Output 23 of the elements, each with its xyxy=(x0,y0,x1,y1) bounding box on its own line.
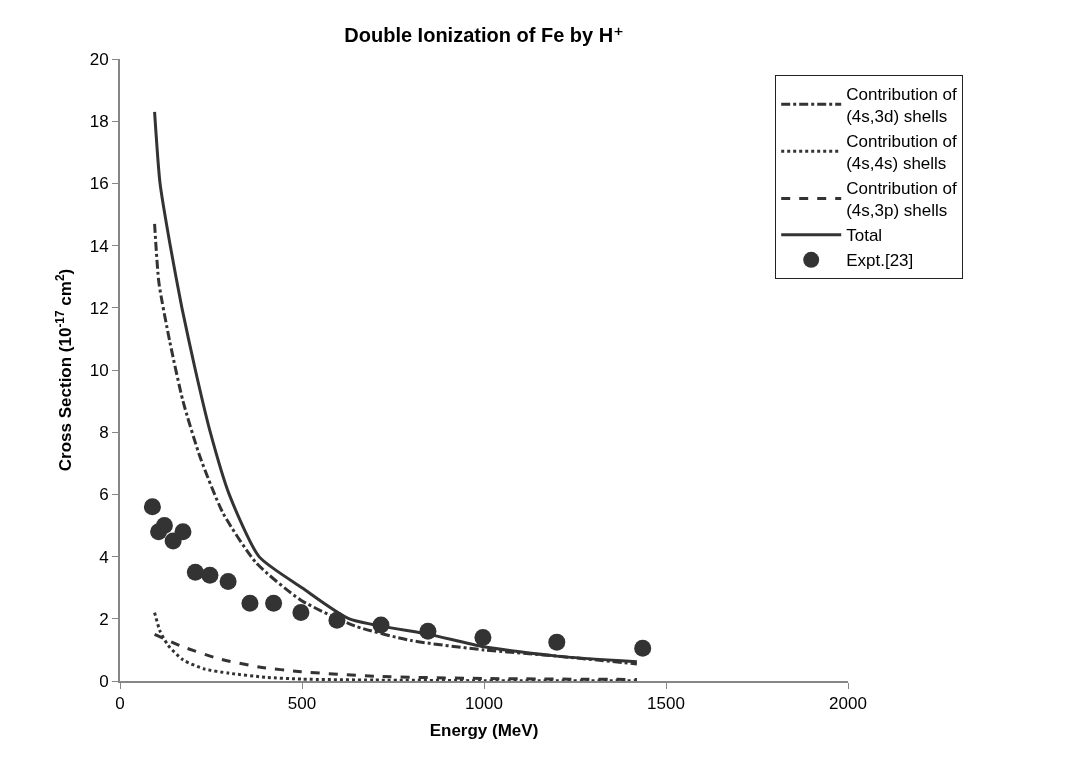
y-tick-label: 10 xyxy=(89,360,109,380)
y-tick-label: 18 xyxy=(89,112,109,132)
y-tick-label: 8 xyxy=(99,423,109,443)
x-tick-label: 1500 xyxy=(647,694,685,714)
y-tick-label: 4 xyxy=(99,547,109,567)
y-tick-label: 12 xyxy=(89,298,109,318)
chart-title: Double Ionization of Fe by H⁺ xyxy=(344,23,624,46)
x-axis-title: Energy (MeV) xyxy=(429,721,539,741)
legend-label: Contribution of (4s,4s) shells xyxy=(846,131,958,174)
y-tick-label: 0 xyxy=(99,671,109,691)
legend-label: Contribution of (4s,3d) shells xyxy=(846,84,958,126)
legend-label: Contribution of (4s,3p) shells xyxy=(846,179,958,221)
x-tick-label: 1000 xyxy=(465,694,503,714)
legend-label: Total xyxy=(846,226,883,246)
y-tick-label: 6 xyxy=(99,485,109,505)
x-tick-label: 500 xyxy=(287,694,317,714)
x-tick-label: 2000 xyxy=(829,694,867,714)
x-tick-label: 0 xyxy=(115,694,125,714)
y-tick-label: 20 xyxy=(89,49,109,69)
y-tick-label: 16 xyxy=(89,174,109,194)
y-tick-label: 14 xyxy=(89,236,109,256)
y-tick-label: 2 xyxy=(99,609,109,629)
legend-label: Expt.[23] xyxy=(846,251,914,271)
